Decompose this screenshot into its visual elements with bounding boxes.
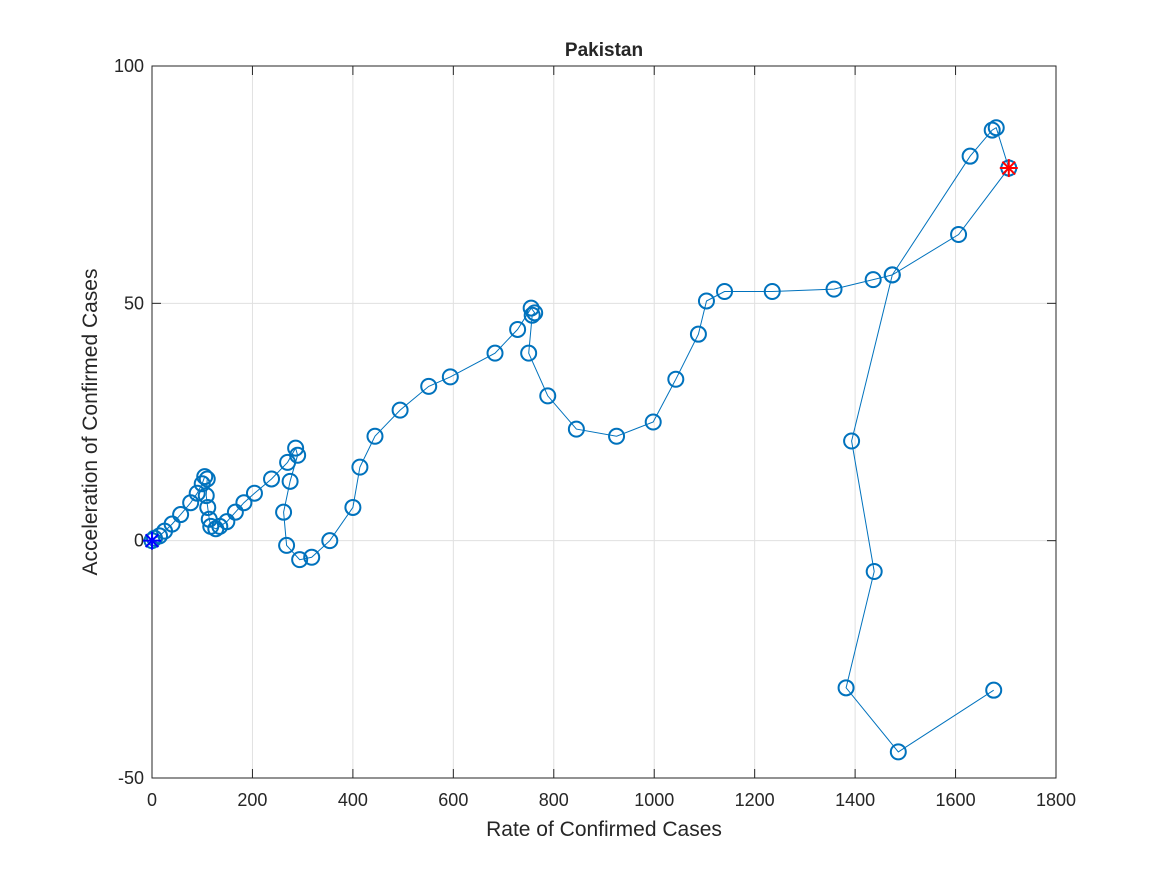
data-point — [245, 484, 263, 502]
data-point — [275, 503, 293, 521]
data-point — [522, 299, 540, 317]
data-point — [950, 226, 968, 244]
data-point — [520, 344, 538, 362]
data-point — [716, 282, 734, 300]
data-point — [188, 484, 206, 502]
data-point — [172, 506, 190, 524]
data-point — [837, 679, 855, 697]
data-point — [961, 147, 979, 165]
y-tick-label: 0 — [134, 531, 144, 551]
end-marker-stroke — [1001, 160, 1016, 176]
data-point — [218, 513, 236, 531]
data-point — [523, 306, 541, 324]
data-point — [985, 681, 1003, 699]
data-point — [864, 271, 882, 289]
data-point — [344, 498, 362, 516]
data-point — [825, 280, 843, 298]
data-point — [278, 536, 296, 554]
x-tick-label: 1000 — [634, 790, 674, 810]
data-point — [865, 563, 883, 581]
data-point — [291, 551, 309, 569]
data-point — [889, 743, 907, 761]
series-line — [151, 126, 1010, 753]
data-point — [281, 472, 299, 490]
data-point — [321, 532, 339, 550]
data-point — [689, 325, 707, 343]
start-marker — [143, 531, 161, 550]
data-point — [197, 487, 215, 505]
x-tick-label: 400 — [338, 790, 368, 810]
data-point — [539, 387, 557, 405]
data-point — [509, 320, 527, 338]
data-point — [193, 475, 211, 493]
chart-title: Pakistan — [565, 40, 643, 61]
x-tick-label: 600 — [438, 790, 468, 810]
x-tick-label: 200 — [237, 790, 267, 810]
data-point — [644, 413, 662, 431]
endpoint-markers — [143, 159, 1018, 550]
data-point — [526, 304, 544, 322]
x-tick-label: 800 — [539, 790, 569, 810]
x-tick-label: 1800 — [1036, 790, 1076, 810]
data-point — [263, 470, 281, 488]
data-point — [163, 515, 181, 533]
data-point — [983, 121, 1001, 139]
x-tick-label: 1400 — [835, 790, 875, 810]
axis-ticks: 0 200 400 600 800 1000 1200 1400 1600 1800-500501… — [114, 56, 1076, 810]
plot-area — [152, 66, 1056, 778]
grid-lines — [152, 66, 1056, 778]
data-point — [608, 427, 626, 445]
data-point — [763, 282, 781, 300]
data-point — [441, 368, 459, 386]
data-point — [883, 266, 901, 284]
x-tick-label: 1600 — [936, 790, 976, 810]
data-point — [366, 427, 384, 445]
data-point — [697, 292, 715, 310]
y-axis-label: Acceleration of Confirmed Cases — [79, 269, 102, 576]
end-marker — [999, 159, 1018, 178]
data-point — [289, 446, 307, 464]
start-marker-stroke — [144, 533, 160, 548]
data-point — [303, 548, 321, 566]
plot-frame — [151, 65, 1057, 779]
data-point — [351, 458, 369, 476]
data-point — [667, 370, 685, 388]
data-point — [391, 401, 409, 419]
data-point — [287, 439, 305, 457]
y-tick-label: 50 — [124, 293, 144, 313]
data-point — [486, 344, 504, 362]
data-point — [235, 494, 253, 512]
data-point — [199, 498, 217, 516]
data-point — [226, 503, 244, 521]
x-axis-label: Rate of Confirmed Cases — [486, 818, 722, 841]
data-point — [420, 377, 438, 395]
data-point — [196, 468, 214, 486]
data-series — [143, 119, 1018, 761]
y-tick-label: 100 — [114, 56, 144, 76]
data-point — [843, 432, 861, 450]
x-tick-label: 1200 — [735, 790, 775, 810]
data-point — [198, 470, 216, 488]
x-tick-label: 0 — [147, 790, 157, 810]
y-tick-label: -50 — [118, 768, 144, 788]
data-point — [567, 420, 585, 438]
